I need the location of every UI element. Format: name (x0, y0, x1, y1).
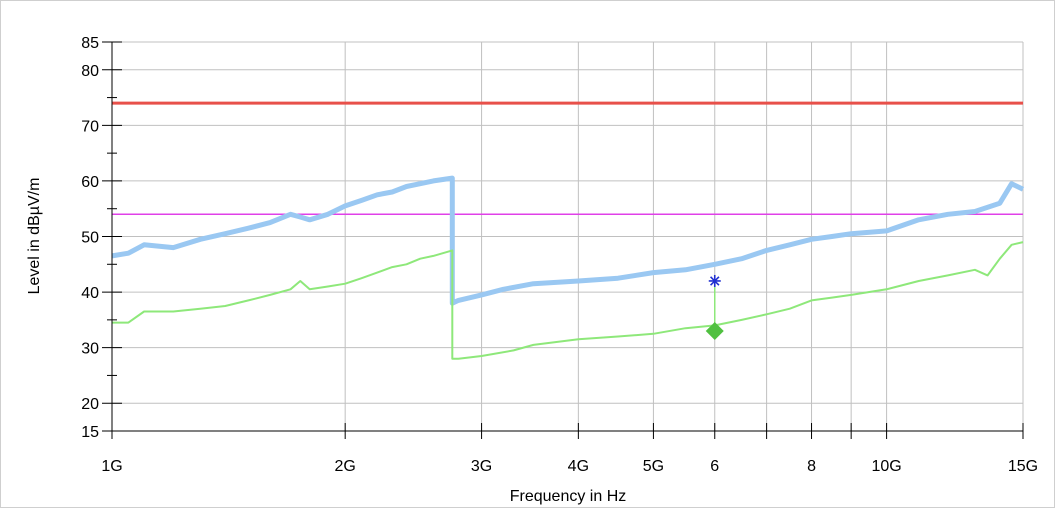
y-tick-label: 40 (81, 285, 99, 302)
series-average-trace (112, 241, 1024, 360)
tick-labels: 15 20 30 40 50 60 70 80 85 1G 2G 3G 4G 5G 6 8 10G 15G (81, 35, 1038, 475)
y-tick-label: 15 (81, 424, 99, 441)
y-tick-label: 80 (81, 63, 99, 80)
x-tick-label: 2G (335, 458, 356, 475)
x-tick-label: 4G (568, 458, 589, 475)
y-tick-label: 85 (81, 35, 99, 52)
limit-lines (112, 101, 1023, 216)
marker-asterisk (708, 274, 721, 287)
x-tick-label: 10G (871, 458, 901, 475)
y-tick-label: 50 (81, 230, 99, 247)
y-tick-label: 30 (81, 341, 99, 358)
x-tick-label: 6 (710, 458, 719, 475)
measurement-markers (705, 274, 724, 340)
x-tick-label: 5G (643, 458, 664, 475)
marker-diamond (705, 321, 724, 340)
y-tick-label: 20 (81, 396, 99, 413)
x-tick-label: 3G (471, 458, 492, 475)
asterisk-stroke (709, 276, 720, 286)
x-tick-label: 15G (1008, 458, 1038, 475)
x-tick-label: 8 (807, 458, 816, 475)
grid (111, 41, 1024, 432)
series-lines (111, 175, 1025, 360)
y-tick-label: 70 (81, 118, 99, 135)
x-axis-title: Frequency in Hz (510, 488, 627, 505)
x-tick-label: 1G (101, 458, 122, 475)
y-tick-label: 60 (81, 174, 99, 191)
y-axis-title: Level in dBµV/m (26, 178, 43, 295)
series-peak-trace (111, 175, 1025, 306)
axes (102, 41, 1024, 439)
